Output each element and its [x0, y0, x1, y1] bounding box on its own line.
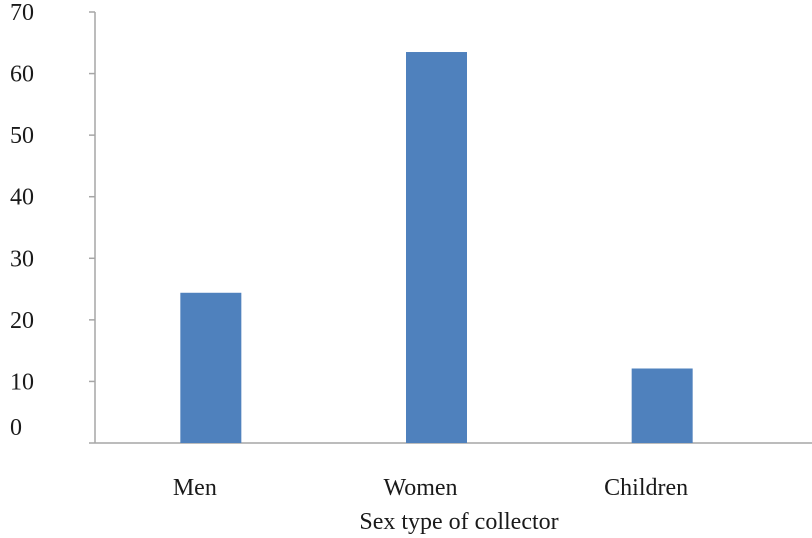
- y-tick-label: 50: [10, 123, 34, 149]
- bar-children: [631, 368, 693, 443]
- y-tick-label: 20: [10, 308, 34, 334]
- y-axis: 0 10 20 30 40 50 60 70: [10, 0, 96, 444]
- x-axis-title: Sex type of collector: [359, 509, 558, 535]
- y-tick-label: 70: [10, 0, 34, 26]
- y-tick-label: 10: [10, 369, 34, 395]
- y-tick-label: 40: [10, 185, 34, 211]
- x-category-label: Women: [383, 475, 457, 501]
- y-tick-label: 60: [10, 62, 34, 88]
- bar-men: [180, 292, 242, 443]
- y-tick-label: 30: [10, 246, 34, 272]
- bars: [180, 52, 693, 444]
- bar-women: [406, 52, 467, 444]
- x-category-label: Men: [173, 475, 217, 501]
- x-category-label: Children: [604, 475, 688, 501]
- y-tick-label: 0: [10, 415, 22, 441]
- category-labels: Men Women Children: [173, 475, 688, 501]
